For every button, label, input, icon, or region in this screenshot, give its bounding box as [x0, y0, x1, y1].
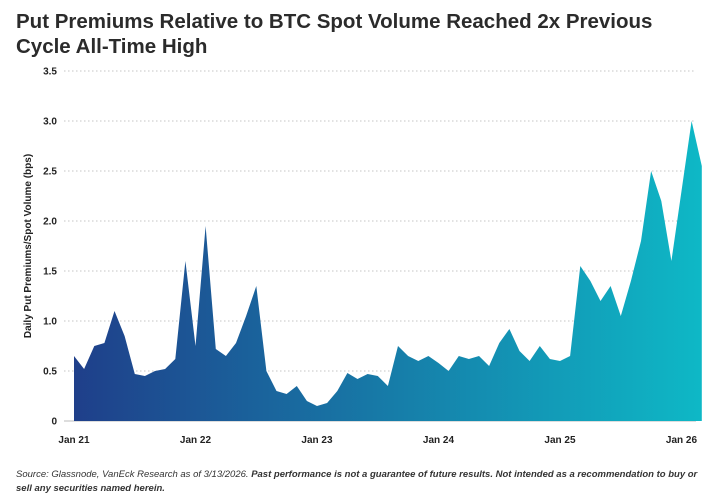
y-tick-label: 1.5: [43, 267, 57, 278]
x-tick-label: Jan 25: [544, 435, 576, 446]
x-tick-label: Jan 26: [666, 435, 698, 446]
x-tick-label: Jan 21: [58, 435, 90, 446]
data-area-series: [74, 121, 702, 421]
chart-title: Put Premiums Relative to BTC Spot Volume…: [16, 10, 653, 58]
y-tick-label: 1.0: [43, 317, 57, 328]
x-tick-label: Jan 22: [180, 435, 212, 446]
y-tick-label: 3.5: [43, 67, 57, 78]
y-axis-label: Daily Put Premiums/Spot Volume (bps): [23, 154, 34, 338]
x-tick-label: Jan 23: [301, 435, 333, 446]
x-tick-label: Jan 24: [423, 435, 455, 446]
y-axis-ticks: 0 0.5 1.0 1.5 2.0 2.5 3.0 3.5: [43, 67, 57, 428]
x-axis-ticks: Jan 21 Jan 22 Jan 23 Jan 24 Jan 25 Jan 26: [58, 435, 697, 446]
y-tick-label: 2.5: [43, 167, 57, 178]
y-tick-label: 2.0: [43, 217, 57, 228]
disclaimer-text: Past performance is not a guarantee of f…: [16, 469, 698, 494]
source-text: Source: Glassnode, VanEck Research as of…: [16, 469, 252, 480]
y-tick-label: 0.5: [43, 367, 57, 378]
y-tick-label: 0: [51, 417, 57, 428]
footer-note: Source: Glassnode, VanEck Research as of…: [16, 468, 706, 496]
y-tick-label: 3.0: [43, 117, 57, 128]
